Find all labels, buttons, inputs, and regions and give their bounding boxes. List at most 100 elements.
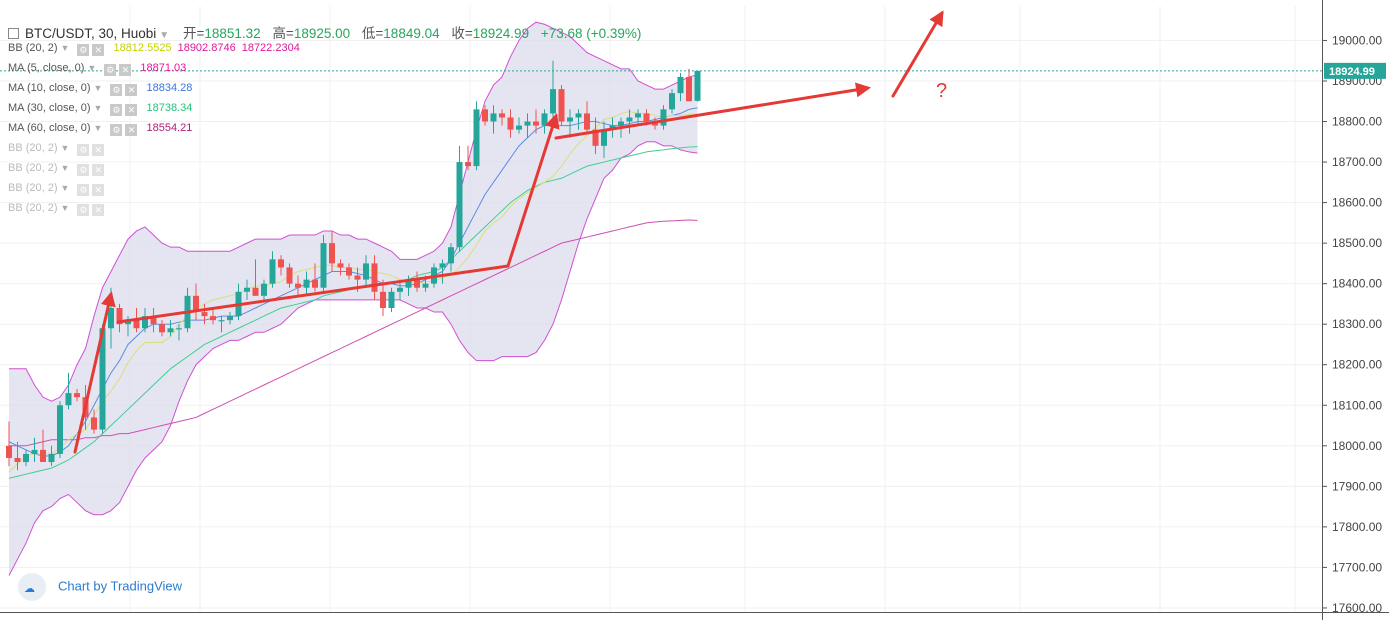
y-tick-label: 17800.00 <box>1332 520 1382 534</box>
indicator-row[interactable]: MA (60, close, 0) ▼ ⚙ ✕ 18554.21 <box>8 120 192 136</box>
candle-body <box>201 312 208 317</box>
close-icon[interactable]: ✕ <box>92 204 105 216</box>
candle-body <box>694 70 701 101</box>
gear-icon[interactable]: ⚙ <box>110 104 123 116</box>
candle-body <box>448 247 454 264</box>
high-value: 18925.00 <box>293 26 351 41</box>
y-tick-label: 17600.00 <box>1332 601 1382 615</box>
y-tick-label: 18800.00 <box>1332 115 1382 129</box>
trend-line-1 <box>116 264 510 324</box>
gear-icon[interactable]: ⚙ <box>77 164 90 176</box>
chevron-down-icon[interactable]: ▼ <box>87 63 97 73</box>
indicator-label[interactable]: BB (20, 2) <box>8 162 58 174</box>
close-label: 收= <box>451 26 473 41</box>
gear-icon[interactable]: ⚙ <box>110 124 123 136</box>
candle-body <box>99 328 106 430</box>
gear-icon[interactable]: ⚙ <box>77 44 90 56</box>
indicator-label[interactable]: MA (5, close, 0) <box>8 62 85 74</box>
close-icon[interactable]: ✕ <box>125 124 138 136</box>
y-tick-label: 18700.00 <box>1332 155 1382 169</box>
candle-body <box>686 76 692 102</box>
indicator-row[interactable]: MA (10, close, 0) ▼ ⚙ ✕ 18834.28 <box>8 80 192 96</box>
brand-label[interactable]: Chart by TradingView <box>58 578 183 594</box>
close-icon[interactable]: ✕ <box>125 84 138 96</box>
indicator-label[interactable]: BB (20, 2) <box>8 182 58 194</box>
candle-body <box>558 89 565 122</box>
ma60-line <box>9 219 698 447</box>
close-icon[interactable]: ✕ <box>119 64 132 76</box>
indicator-row[interactable]: BB (20, 2) ▼ ⚙ ✕ <box>8 180 107 196</box>
low-label: 低= <box>361 26 384 41</box>
candle-body <box>133 320 140 329</box>
candle-body <box>397 287 403 292</box>
close-icon[interactable]: ✕ <box>92 44 105 56</box>
bollinger-band-fill <box>9 22 698 576</box>
y-tick-label: 17700.00 <box>1332 560 1382 574</box>
candle-body <box>295 283 301 288</box>
candle-body <box>57 405 63 454</box>
candle-body <box>456 162 463 248</box>
bollinger-basis-line <box>8 110 698 473</box>
chevron-down-icon[interactable]: ▼ <box>60 203 70 213</box>
gear-icon[interactable]: ⚙ <box>77 204 90 216</box>
gear-icon[interactable]: ⚙ <box>77 144 90 156</box>
indicator-value: 18554.21 <box>146 122 193 134</box>
chevron-down-icon[interactable]: ▼ <box>60 183 70 193</box>
bollinger-lower-line <box>8 141 698 576</box>
gear-icon[interactable]: ⚙ <box>104 64 117 76</box>
candle-body <box>507 117 514 130</box>
ma10-line <box>8 107 698 457</box>
close-value: 18924.99 <box>472 26 530 41</box>
close-icon[interactable]: ✕ <box>92 164 105 176</box>
candle-body <box>65 393 72 406</box>
open-value: 18851.32 <box>204 26 261 41</box>
candle-body <box>320 243 327 288</box>
candle-body <box>159 324 165 333</box>
chevron-down-icon[interactable]: ▼ <box>93 83 103 93</box>
tradingview-logo-icon: ☁ <box>18 573 46 601</box>
y-tick-label: 18200.00 <box>1332 358 1382 372</box>
close-icon[interactable]: ✕ <box>125 104 138 116</box>
candle-body <box>252 287 259 296</box>
indicator-row[interactable]: BB (20, 2) ▼ ⚙ ✕ <box>8 140 107 156</box>
candle-body <box>635 113 641 118</box>
indicator-label[interactable]: BB (20, 2) <box>8 142 58 154</box>
indicator-label[interactable]: BB (20, 2) <box>8 42 58 54</box>
indicator-label[interactable]: MA (60, close, 0) <box>8 122 91 134</box>
indicator-label[interactable]: BB (20, 2) <box>8 202 58 214</box>
candle-body <box>346 267 352 276</box>
candle-body <box>125 320 131 325</box>
candle-body <box>677 76 684 94</box>
indicator-row[interactable]: BB (20, 2) ▼ ⚙ ✕ <box>8 200 107 216</box>
y-tick-label: 18000.00 <box>1332 439 1382 453</box>
gear-icon[interactable]: ⚙ <box>77 184 90 196</box>
collapse-icon[interactable] <box>8 28 19 39</box>
tradingview-brand[interactable]: ☁ Chart by TradingView <box>18 573 182 601</box>
symbol-label[interactable]: BTC/USDT, 30, Huobi <box>25 26 157 41</box>
indicator-row[interactable]: MA (5, close, 0) ▼ ⚙ ✕ 18871.03 <box>8 60 186 76</box>
candle-body <box>669 93 675 110</box>
indicator-row[interactable]: BB (20, 2) ▼ ⚙ ✕ <box>8 160 107 176</box>
indicator-label[interactable]: MA (10, close, 0) <box>8 82 91 94</box>
high-label: 高= <box>272 26 294 41</box>
chart-header: BTC/USDT, 30, Huobi ▼ 开=18851.32 高=18925.… <box>8 22 641 42</box>
indicator-row[interactable]: BB (20, 2) ▼ ⚙ ✕ 18812.5525 18902.8746 18722.2… <box>8 40 300 56</box>
last-price-tag-label: 18924.99 <box>1329 66 1375 78</box>
candle-body <box>575 113 582 118</box>
close-icon[interactable]: ✕ <box>92 144 105 156</box>
gear-icon[interactable]: ⚙ <box>110 84 123 96</box>
chevron-down-icon[interactable]: ▼ <box>60 163 70 173</box>
chevron-down-icon[interactable]: ▼ <box>93 123 103 133</box>
candle-body <box>439 263 446 268</box>
candle-body <box>371 263 378 292</box>
chevron-down-icon[interactable]: ▼ <box>60 43 70 53</box>
chevron-down-icon[interactable]: ▼ <box>159 30 170 41</box>
close-icon[interactable]: ✕ <box>92 184 105 196</box>
chevron-down-icon[interactable]: ▼ <box>60 143 70 153</box>
indicator-row[interactable]: MA (30, close, 0) ▼ ⚙ ✕ 18738.34 <box>8 100 192 116</box>
candle-body <box>541 113 548 126</box>
change-value: +73.68 (+0.39%) <box>540 26 642 41</box>
indicator-label[interactable]: MA (30, close, 0) <box>8 102 91 114</box>
chevron-down-icon[interactable]: ▼ <box>93 103 103 113</box>
